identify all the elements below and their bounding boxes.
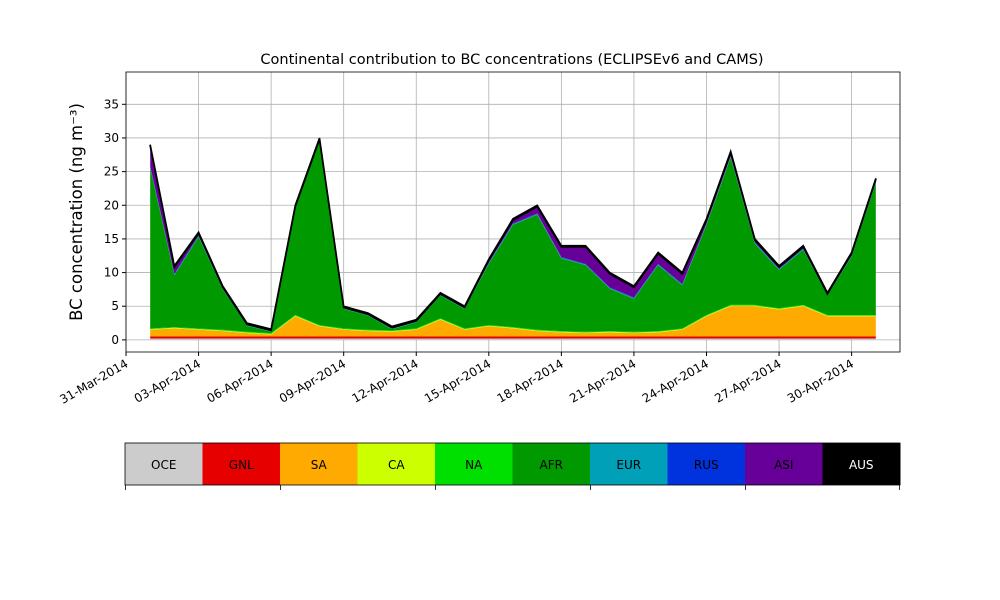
legend-ticks	[125, 485, 900, 490]
y-tick-label: 20	[104, 198, 119, 212]
legend-swatch	[357, 443, 436, 485]
legend-label: AUS	[849, 458, 874, 472]
legend-swatch	[590, 443, 668, 485]
y-tick-label: 15	[104, 232, 119, 246]
legend-label: GNL	[229, 458, 254, 472]
y-tick-label: 25	[104, 165, 119, 179]
plot-frame	[125, 71, 901, 353]
y-tick-label: 10	[104, 266, 119, 280]
legend-frame	[124, 442, 901, 486]
legend-label: OCE	[151, 458, 176, 472]
legend-swatch	[125, 443, 203, 485]
legend-swatch	[202, 443, 281, 485]
y-tick-label: 35	[104, 97, 119, 111]
legend-swatch	[822, 443, 901, 485]
y-tick-label: 30	[104, 131, 119, 145]
legend-label: CA	[388, 458, 405, 472]
area	[150, 336, 876, 339]
chart-title: Continental contribution to BC concentra…	[260, 52, 763, 68]
legend-label: EUR	[616, 458, 641, 472]
legend-swatch	[435, 443, 513, 485]
area	[150, 306, 876, 337]
legend-label: SA	[311, 458, 328, 472]
legend-swatch	[745, 443, 823, 485]
y-axis-label: BC concentration (ng m⁻³)	[67, 103, 86, 321]
legend-label: NA	[465, 458, 483, 472]
legend-label: RUS	[694, 458, 719, 472]
legend-label: AFR	[540, 458, 563, 472]
y-tick-label: 0	[111, 333, 119, 347]
y-tick-label: 5	[111, 299, 119, 313]
legend-swatch	[280, 443, 358, 485]
legend-label: ASI	[774, 458, 793, 472]
legend-swatch	[512, 443, 591, 485]
legend-swatch	[667, 443, 746, 485]
area	[150, 338, 876, 340]
area	[150, 140, 876, 334]
area	[149, 137, 877, 332]
legend: OCE GNL SA CA NA AFR EUR RUS ASI AUS	[124, 442, 901, 486]
